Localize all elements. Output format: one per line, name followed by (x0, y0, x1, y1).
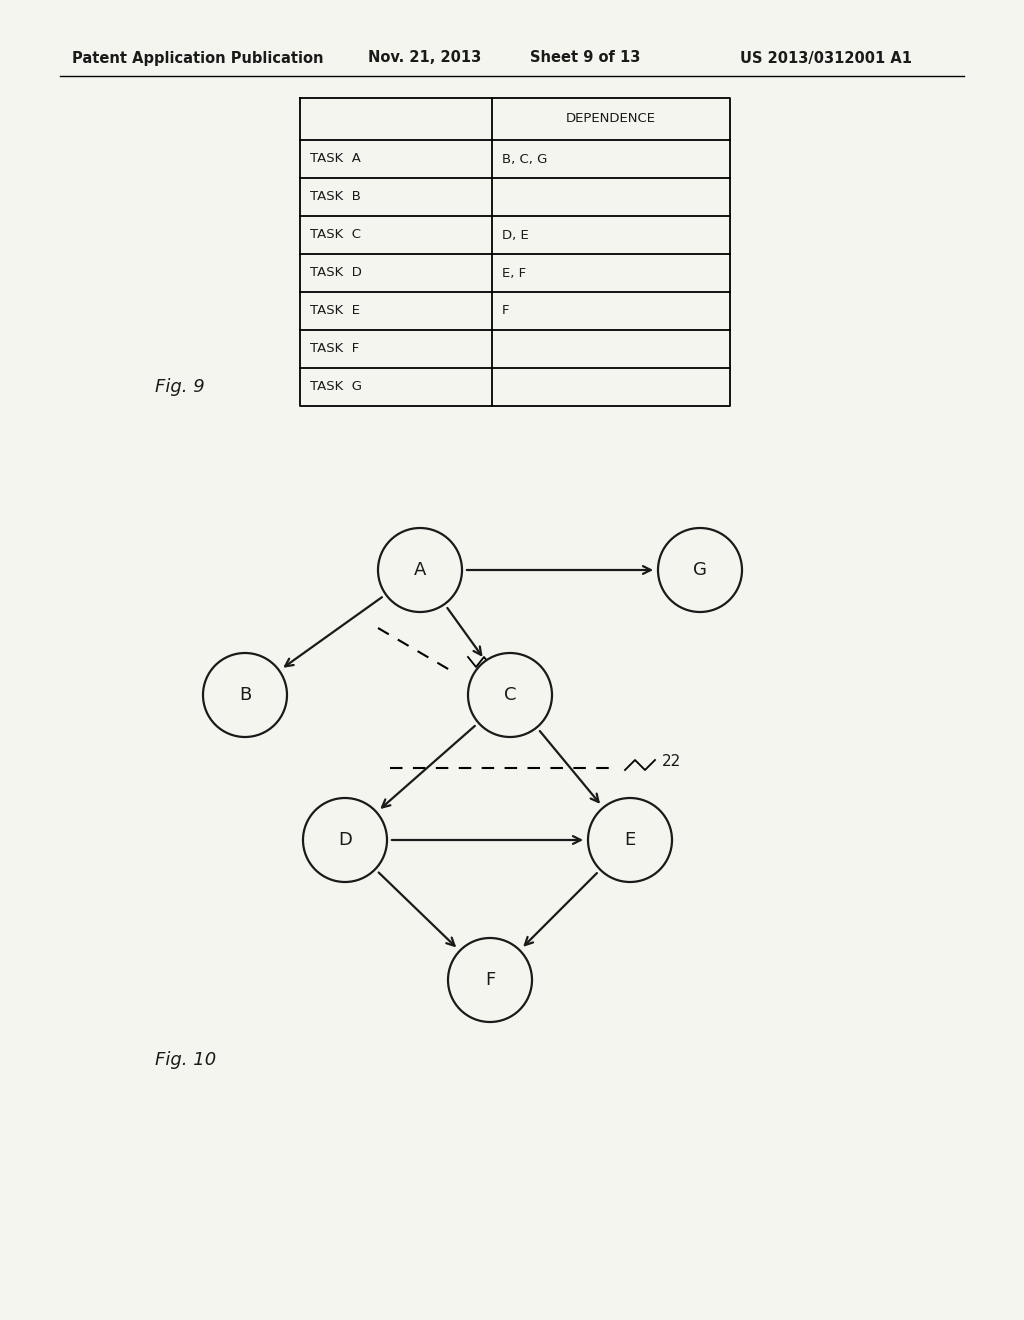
Circle shape (303, 799, 387, 882)
Text: TASK  G: TASK G (310, 380, 362, 393)
Circle shape (449, 939, 532, 1022)
Text: E: E (625, 832, 636, 849)
Text: Patent Application Publication: Patent Application Publication (72, 50, 324, 66)
Text: G: G (693, 561, 707, 579)
Text: TASK  B: TASK B (310, 190, 360, 203)
Text: 21: 21 (490, 664, 509, 680)
Text: F: F (485, 972, 496, 989)
Text: D: D (338, 832, 352, 849)
Text: US 2013/0312001 A1: US 2013/0312001 A1 (740, 50, 912, 66)
Text: TASK  C: TASK C (310, 228, 361, 242)
Text: B, C, G: B, C, G (502, 153, 548, 165)
Text: Nov. 21, 2013: Nov. 21, 2013 (368, 50, 481, 66)
Text: Fig. 9: Fig. 9 (155, 378, 205, 396)
Circle shape (203, 653, 287, 737)
Text: 22: 22 (662, 755, 681, 770)
Text: DEPENDENCE: DEPENDENCE (566, 112, 656, 125)
Circle shape (378, 528, 462, 612)
Text: B: B (239, 686, 251, 704)
Text: D, E: D, E (502, 228, 528, 242)
Text: TASK  A: TASK A (310, 153, 360, 165)
Text: C: C (504, 686, 516, 704)
Circle shape (658, 528, 742, 612)
Text: F: F (502, 305, 510, 318)
Text: TASK  F: TASK F (310, 342, 359, 355)
Text: Sheet 9 of 13: Sheet 9 of 13 (530, 50, 640, 66)
Text: A: A (414, 561, 426, 579)
Circle shape (588, 799, 672, 882)
Text: E, F: E, F (502, 267, 526, 280)
Text: TASK  D: TASK D (310, 267, 361, 280)
Circle shape (468, 653, 552, 737)
Text: TASK  E: TASK E (310, 305, 360, 318)
Text: Fig. 10: Fig. 10 (155, 1051, 216, 1069)
